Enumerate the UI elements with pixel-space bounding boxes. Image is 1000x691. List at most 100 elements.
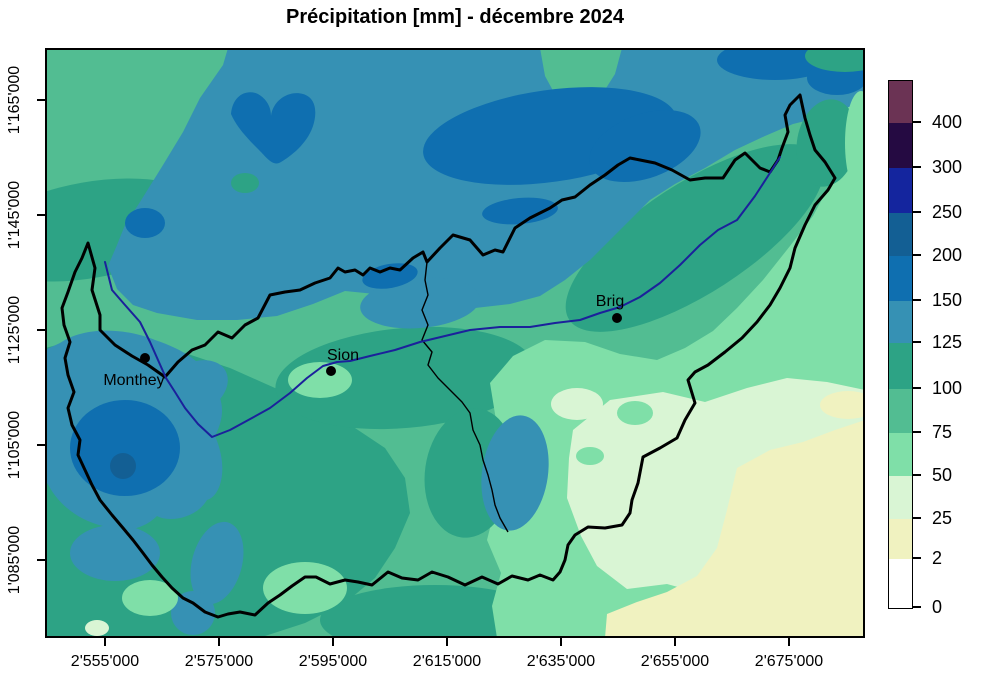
x-axis-tick-label: 2'555'000 — [70, 653, 140, 670]
field-darkest-southwest-spot — [110, 453, 136, 479]
precip-field — [45, 48, 865, 638]
map-canvas: Monthey Sion Brig — [45, 48, 865, 638]
colorbar-tick — [912, 474, 921, 476]
y-axis-tick-label: 1'165'000 — [6, 65, 23, 135]
field-palegreen-spot — [551, 388, 603, 420]
colorbar-tick-label: 25 — [932, 508, 953, 528]
colorbar-tick — [912, 254, 921, 256]
field-teal-topright-corner — [805, 48, 865, 72]
y-axis-tick — [37, 99, 45, 101]
field-blue-southwest-arm — [162, 360, 228, 416]
y-axis-tick-label: 1'105'000 — [6, 410, 23, 480]
y-axis-tick-label: 1'125'000 — [6, 295, 23, 365]
colorbar-tick — [912, 517, 921, 519]
field-darkblue-boundary-spot — [482, 197, 558, 225]
field-pale-bottomleft-spot — [85, 620, 109, 636]
field-yellow-finger — [820, 391, 865, 419]
x-axis-tick-label: 2'595'000 — [298, 653, 368, 670]
colorbar-tick-label: 0 — [932, 597, 943, 617]
colorbar-tick — [912, 606, 921, 608]
map-frame — [45, 48, 865, 638]
plot-title: Précipitation [mm] - décembre 2024 — [286, 6, 624, 28]
field-light-bottomleft-2 — [263, 562, 347, 614]
field-teal-northeast — [796, 99, 858, 187]
colorbar-tick-label: 125 — [932, 332, 963, 352]
colorbar-tick — [912, 121, 921, 123]
colorbar-tick — [912, 299, 921, 301]
x-axis-tick-label: 2'615'000 — [412, 653, 482, 670]
colorbar-tick-label: 75 — [932, 422, 953, 442]
colorbar-segment — [889, 301, 912, 343]
field-blue-southwest-blob3 — [171, 591, 215, 635]
colorbar-segment — [889, 389, 912, 433]
field-teal-bottom-center — [320, 585, 550, 638]
field-blue-pocket — [360, 277, 480, 329]
colorbar-segment — [889, 213, 912, 256]
colorbar-segment — [889, 123, 912, 168]
field-teal-island — [231, 173, 259, 193]
field-teal-goms-valley — [565, 144, 825, 332]
x-axis-tick — [332, 638, 334, 646]
city-label-brig: Brig — [596, 293, 624, 310]
field-darkblue-west-spot — [125, 208, 165, 238]
field-teal-south-of-river — [275, 326, 535, 430]
colorbar-tick — [912, 387, 921, 389]
y-axis-tick-label: 1'145'000 — [6, 180, 23, 250]
colorbar-tick-label: 250 — [932, 202, 963, 222]
colorbar — [888, 80, 913, 609]
field-light-spot-1 — [617, 401, 653, 425]
field-blue-southwest-blob2 — [190, 521, 244, 605]
y-axis-tick — [37, 329, 45, 331]
field-light-bottomleft-1 — [122, 580, 178, 616]
y-axis-tick — [37, 444, 45, 446]
field-darkblue-heart — [231, 92, 316, 164]
colorbar-tick — [912, 431, 921, 433]
field-light-east-edge — [845, 91, 865, 195]
colorbar-segment — [889, 168, 912, 213]
x-axis-tick — [446, 638, 448, 646]
colorbar-tick — [912, 211, 921, 213]
colorbar-tick-label: 150 — [932, 290, 963, 310]
x-axis-tick-label: 2'635'000 — [526, 653, 596, 670]
catchment-boundary-line — [60, 93, 837, 619]
y-axis-tick-label: 1'085'000 — [6, 525, 23, 595]
city-label-monthey: Monthey — [103, 372, 164, 389]
colorbar-tick-label: 2 — [932, 548, 943, 568]
x-axis-tick — [560, 638, 562, 646]
colorbar-tick-label: 100 — [932, 378, 963, 398]
x-axis-tick — [104, 638, 106, 646]
y-axis-tick — [37, 559, 45, 561]
colorbar-tick-label: 50 — [932, 465, 953, 485]
colorbar-tick-label: 200 — [932, 245, 963, 265]
field-yellow-southeast — [605, 420, 865, 638]
x-axis-tick-label: 2'675'000 — [754, 653, 824, 670]
colorbar-segment — [889, 81, 912, 123]
field-blue-southwest-blob1 — [70, 525, 160, 581]
x-axis-tick-label: 2'655'000 — [640, 653, 710, 670]
field-blue-south-center — [481, 415, 549, 531]
colorbar-tick — [912, 166, 921, 168]
field-light-spot-2 — [576, 447, 604, 465]
y-axis-tick — [37, 214, 45, 216]
colorbar-segment — [889, 559, 912, 608]
x-axis-tick — [788, 638, 790, 646]
colorbar-tick — [912, 341, 921, 343]
colorbar-segment — [889, 343, 912, 389]
colorbar-tick-label: 300 — [932, 157, 963, 177]
city-label-sion: Sion — [327, 347, 359, 364]
x-axis-tick — [218, 638, 220, 646]
colorbar-segment — [889, 476, 912, 519]
field-darkblue-topright-1 — [717, 48, 833, 80]
x-axis-tick — [674, 638, 676, 646]
city-marker-sion — [326, 366, 336, 376]
city-marker-monthey — [140, 353, 150, 363]
colorbar-segment — [889, 433, 912, 476]
colorbar-tick — [912, 557, 921, 559]
colorbar-tick-label: 400 — [932, 112, 963, 132]
rhone-river-line — [104, 156, 781, 438]
colorbar-segment — [889, 256, 912, 301]
inner-sub-boundary-line — [421, 261, 509, 533]
field-darkblue-southwest-core — [70, 400, 180, 496]
x-axis-tick-label: 2'575'000 — [184, 653, 254, 670]
